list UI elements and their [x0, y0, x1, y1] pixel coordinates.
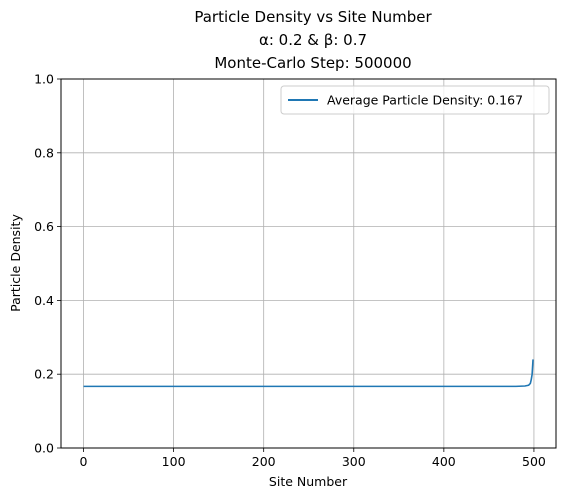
chart-title-line-3: Monte-Carlo Step: 500000 [214, 54, 411, 72]
series [84, 359, 534, 386]
chart-title-line-1: Particle Density vs Site Number [194, 8, 432, 26]
y-axis-label: Particle Density [8, 214, 23, 312]
chart-title: Particle Density vs Site Number α: 0.2 &… [194, 8, 432, 72]
legend: Average Particle Density: 0.167 [281, 86, 549, 114]
x-tick-label: 500 [522, 454, 546, 469]
x-tick-label: 100 [162, 454, 186, 469]
chart-title-line-2: α: 0.2 & β: 0.7 [259, 31, 367, 49]
y-tick-label: 0.2 [34, 367, 54, 382]
y-tick-label: 0.0 [34, 441, 54, 456]
x-tick-label: 200 [252, 454, 276, 469]
x-axis: 0 100 200 300 400 500 [80, 448, 546, 469]
y-tick-label: 0.4 [34, 293, 54, 308]
grid [61, 79, 556, 448]
x-tick-label: 0 [80, 454, 88, 469]
x-tick-label: 400 [432, 454, 456, 469]
series-line [84, 359, 534, 386]
plot-area-frame [61, 79, 556, 448]
x-tick-label: 300 [342, 454, 366, 469]
y-tick-label: 0.8 [34, 145, 54, 160]
x-axis-label: Site Number [269, 474, 348, 489]
legend-label: Average Particle Density: 0.167 [327, 93, 523, 108]
y-tick-label: 1.0 [34, 72, 54, 87]
y-axis: 0.0 0.2 0.4 0.6 0.8 1.0 [34, 72, 61, 456]
y-tick-label: 0.6 [34, 219, 54, 234]
